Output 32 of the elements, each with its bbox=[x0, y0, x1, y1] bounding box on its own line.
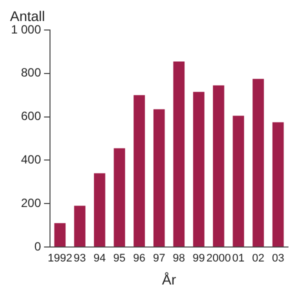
x-tick-label: 2000 bbox=[206, 252, 231, 265]
bar bbox=[272, 122, 284, 246]
y-tick-label: 800 bbox=[21, 66, 42, 80]
x-tick-label: 1992 bbox=[48, 252, 72, 265]
y-axis-title: Antall bbox=[10, 8, 46, 24]
bar bbox=[193, 92, 204, 246]
y-tick-label: 0 bbox=[34, 239, 42, 254]
y-tick-label: 1 000 bbox=[11, 22, 42, 36]
x-tick-label: 03 bbox=[272, 252, 284, 265]
x-tick-label: 99 bbox=[192, 252, 205, 265]
x-tick-label: 02 bbox=[252, 252, 264, 265]
x-tick-label: 98 bbox=[172, 252, 186, 265]
x-axis-title: År bbox=[162, 271, 176, 288]
y-tick-label: 400 bbox=[21, 152, 42, 167]
bar bbox=[114, 148, 126, 246]
x-tick-label: 94 bbox=[93, 252, 106, 265]
y-tick-label: 600 bbox=[21, 109, 42, 124]
bar bbox=[252, 78, 264, 246]
bar bbox=[173, 61, 185, 246]
bar bbox=[212, 85, 224, 246]
bar bbox=[153, 109, 165, 246]
x-tick-label: 96 bbox=[133, 252, 146, 265]
bar bbox=[54, 223, 66, 246]
y-tick-label: 200 bbox=[21, 196, 42, 210]
x-tick-label: 93 bbox=[74, 252, 86, 265]
x-tick-label: 97 bbox=[152, 252, 166, 265]
bar bbox=[134, 95, 145, 246]
bar bbox=[232, 116, 244, 246]
bar bbox=[74, 206, 86, 246]
x-tick-label: 01 bbox=[232, 252, 245, 265]
x-tick-label: 95 bbox=[113, 252, 126, 265]
bar bbox=[94, 173, 106, 246]
